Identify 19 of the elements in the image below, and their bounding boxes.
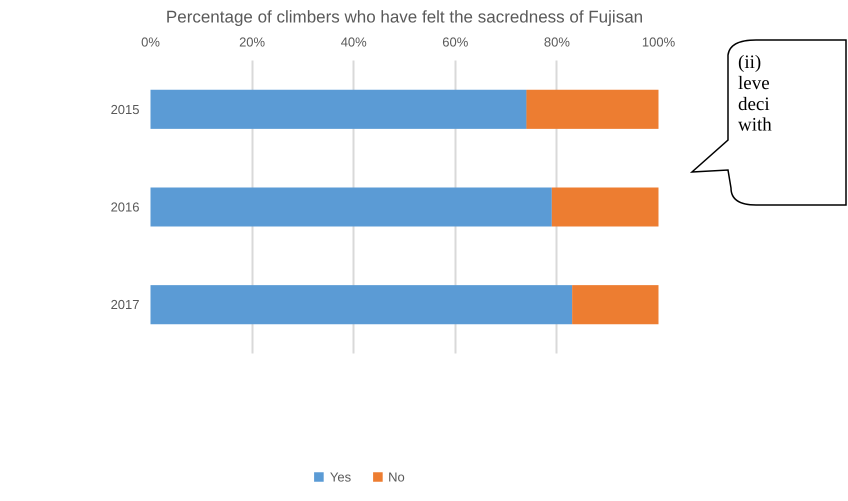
x-tick-label: 20%: [239, 34, 266, 50]
x-tick-label: 0%: [141, 34, 160, 50]
y-tick-label: 2016: [110, 200, 140, 214]
y-tick-label: 2017: [110, 297, 140, 312]
chart-title: Percentage of climbers who have felt the sacredness of Fujisan: [166, 8, 644, 26]
legend-label: No: [388, 469, 406, 484]
text: (ii) leve deci with: [738, 52, 772, 136]
legend-label: Yes: [330, 469, 352, 484]
bar: [150, 187, 552, 227]
x-tick-label: 40%: [340, 34, 368, 50]
y-tick-label: 2015: [110, 102, 140, 117]
bar: [572, 285, 658, 324]
x-tick-label: 80%: [544, 34, 570, 50]
bar: [552, 187, 658, 227]
x-tick-label: 100%: [642, 34, 676, 50]
x-tick-label: 60%: [442, 34, 469, 50]
bar: [150, 90, 526, 129]
bar: [526, 90, 658, 129]
bar: [150, 285, 572, 324]
